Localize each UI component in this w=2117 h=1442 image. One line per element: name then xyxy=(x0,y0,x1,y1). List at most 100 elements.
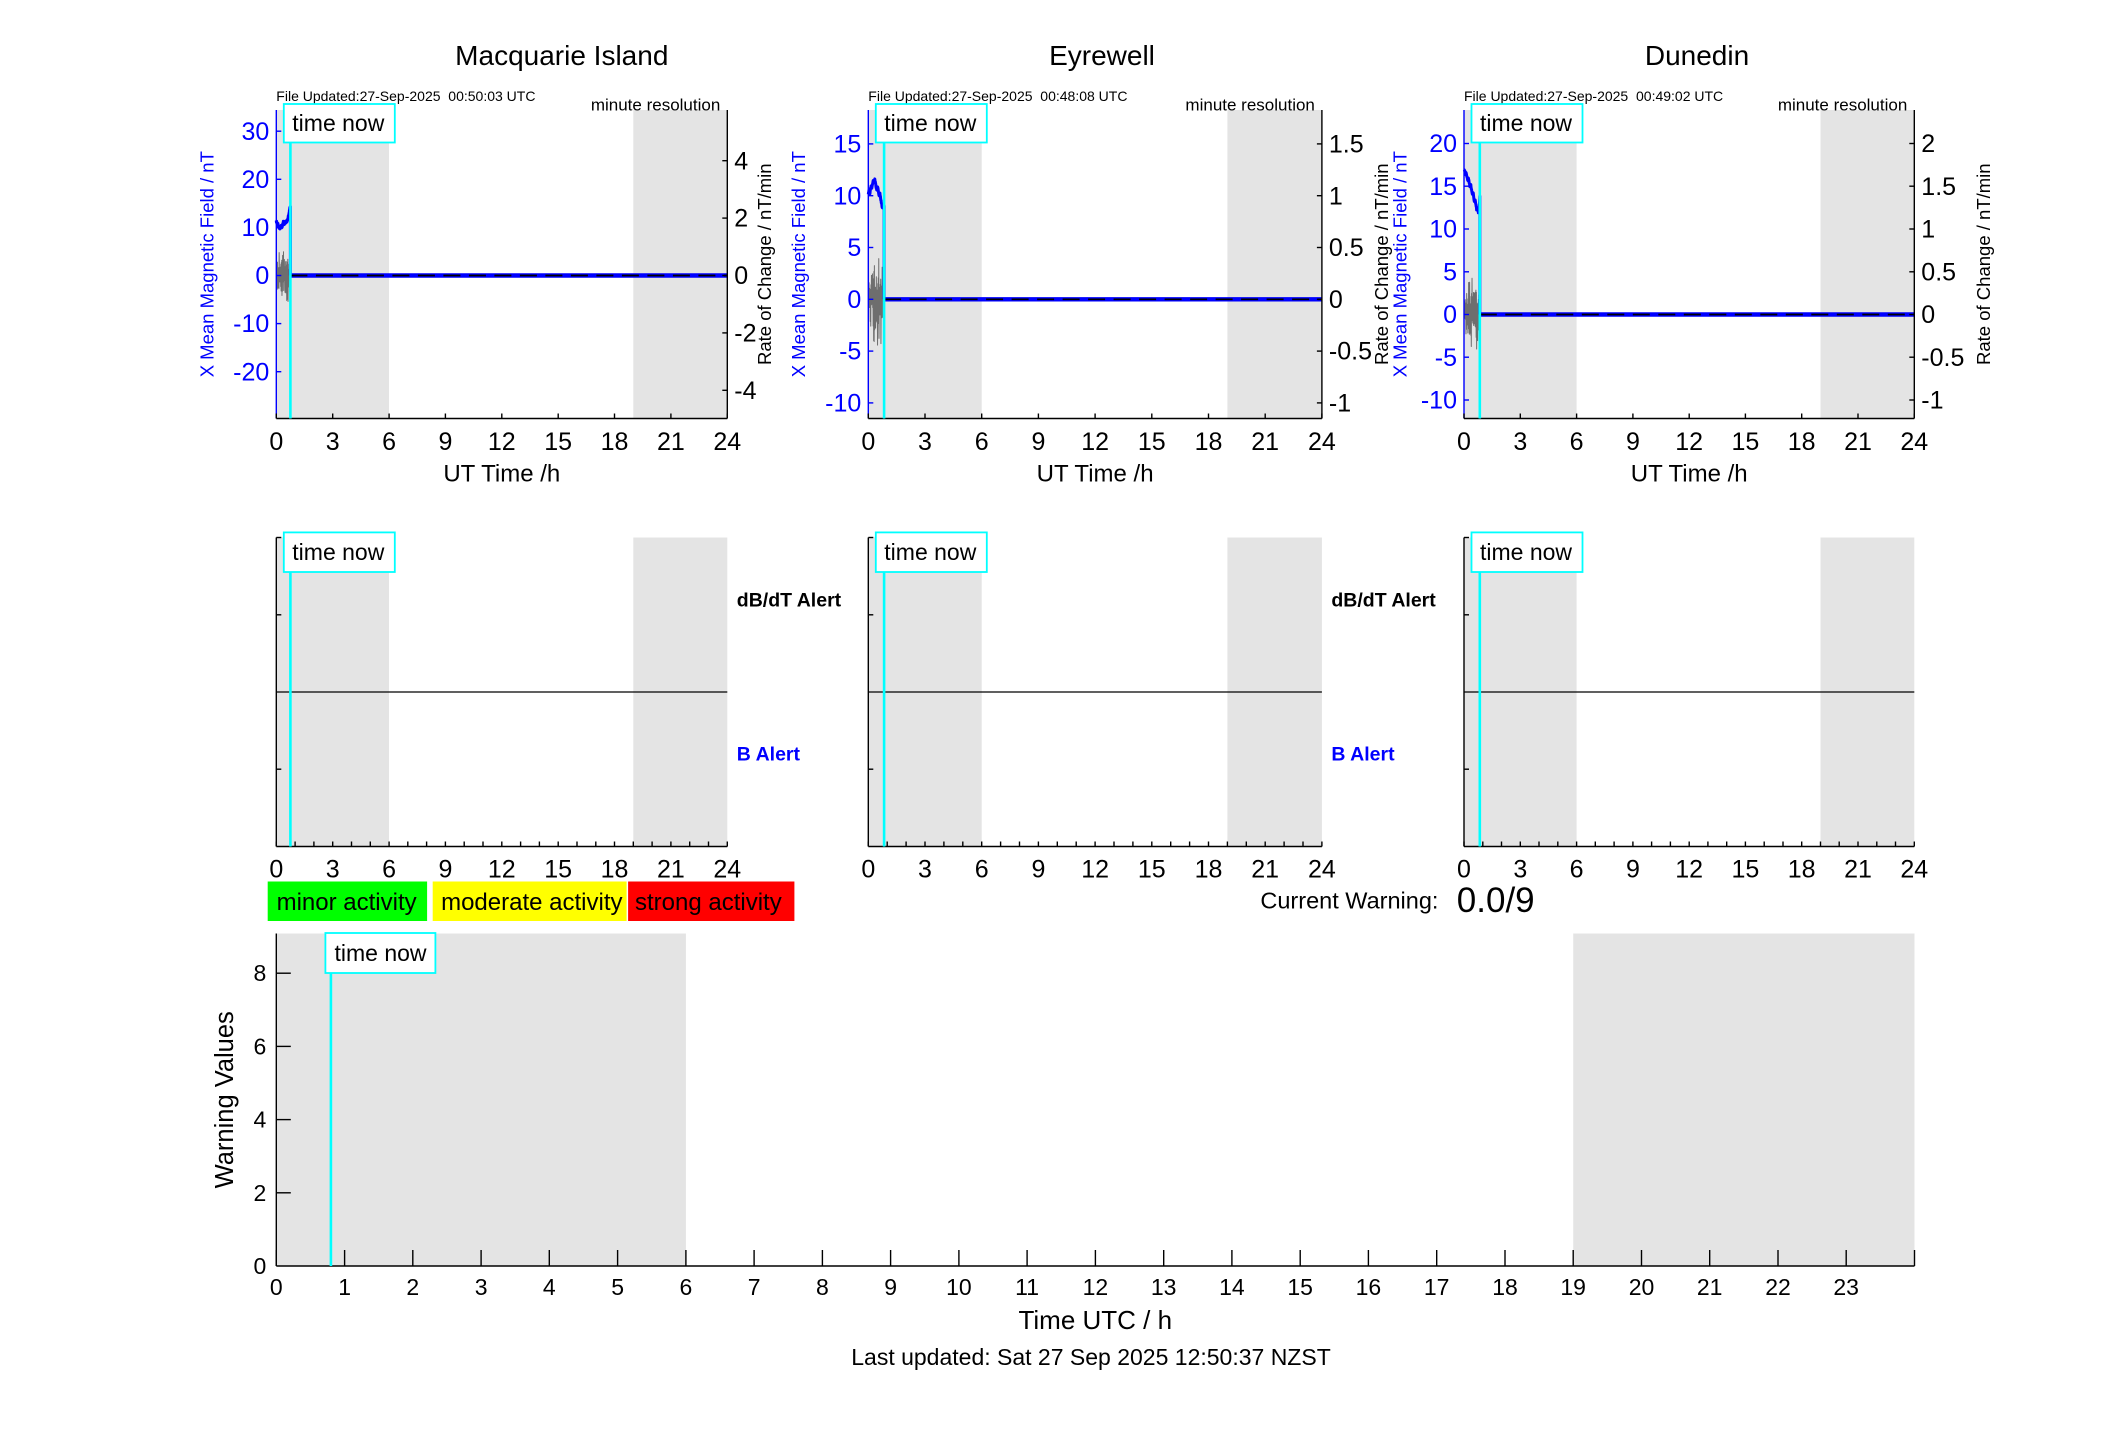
svg-text:0: 0 xyxy=(1457,856,1471,884)
svg-text:10: 10 xyxy=(1429,216,1457,244)
svg-text:1.5: 1.5 xyxy=(1921,173,1956,201)
svg-text:3: 3 xyxy=(918,428,932,456)
svg-text:6: 6 xyxy=(975,428,989,456)
svg-text:time now: time now xyxy=(335,940,427,966)
svg-text:12: 12 xyxy=(1083,1274,1109,1300)
svg-text:8: 8 xyxy=(816,1274,829,1300)
svg-text:B Alert: B Alert xyxy=(737,743,801,765)
svg-text:time now: time now xyxy=(1480,539,1572,565)
svg-text:0: 0 xyxy=(1329,286,1343,314)
svg-text:B Alert: B Alert xyxy=(1331,743,1395,765)
svg-text:0.5: 0.5 xyxy=(1921,258,1956,286)
svg-text:15: 15 xyxy=(1138,856,1166,884)
svg-text:3: 3 xyxy=(1513,428,1527,456)
svg-text:20: 20 xyxy=(241,166,269,194)
svg-text:18: 18 xyxy=(1492,1274,1518,1300)
svg-text:Rate of Change / nT/min: Rate of Change / nT/min xyxy=(754,163,775,365)
svg-text:5: 5 xyxy=(611,1274,624,1300)
svg-text:minor activity: minor activity xyxy=(277,889,417,916)
svg-text:21: 21 xyxy=(1697,1274,1723,1300)
svg-text:time now: time now xyxy=(292,110,384,136)
svg-text:0: 0 xyxy=(255,262,269,290)
svg-text:15: 15 xyxy=(1429,173,1457,201)
svg-text:24: 24 xyxy=(1900,856,1928,884)
svg-text:24: 24 xyxy=(1308,428,1336,456)
svg-text:-1: -1 xyxy=(1921,387,1943,415)
svg-text:X Mean Magnetic Field / nT: X Mean Magnetic Field / nT xyxy=(1390,151,1411,377)
svg-text:UT Time /h: UT Time /h xyxy=(1631,461,1748,488)
svg-text:4: 4 xyxy=(543,1274,556,1300)
svg-text:15: 15 xyxy=(833,131,861,159)
svg-text:-2: -2 xyxy=(734,320,756,348)
svg-text:12: 12 xyxy=(1081,428,1109,456)
svg-text:dB/dT Alert: dB/dT Alert xyxy=(737,590,842,612)
svg-text:21: 21 xyxy=(1844,856,1872,884)
svg-text:15: 15 xyxy=(544,856,572,884)
svg-text:15: 15 xyxy=(1731,856,1759,884)
svg-text:30: 30 xyxy=(241,118,269,146)
svg-text:Eyrewell: Eyrewell xyxy=(1049,40,1155,71)
svg-text:Rate of Change / nT/min: Rate of Change / nT/min xyxy=(1371,163,1392,365)
svg-text:File Updated:27-Sep-2025 00:5: File Updated:27-Sep-2025 00:50:03 UTC xyxy=(276,88,535,104)
svg-text:0: 0 xyxy=(1443,301,1457,329)
svg-text:-10: -10 xyxy=(825,390,861,418)
svg-text:8: 8 xyxy=(254,960,267,986)
svg-text:0: 0 xyxy=(269,428,283,456)
svg-text:6: 6 xyxy=(382,856,396,884)
svg-text:20: 20 xyxy=(1629,1274,1655,1300)
svg-text:21: 21 xyxy=(657,428,685,456)
svg-text:6: 6 xyxy=(975,856,989,884)
svg-text:3: 3 xyxy=(326,428,340,456)
svg-text:9: 9 xyxy=(1031,428,1045,456)
svg-text:3: 3 xyxy=(1513,856,1527,884)
svg-text:18: 18 xyxy=(601,428,629,456)
svg-text:minute resolution: minute resolution xyxy=(1778,96,1907,115)
svg-text:moderate activity: moderate activity xyxy=(441,889,622,916)
svg-text:-10: -10 xyxy=(233,310,269,338)
svg-text:2: 2 xyxy=(406,1274,419,1300)
svg-text:Time UTC / h: Time UTC / h xyxy=(1018,1305,1172,1335)
svg-text:9: 9 xyxy=(1626,856,1640,884)
svg-text:4: 4 xyxy=(254,1107,267,1133)
svg-text:17: 17 xyxy=(1424,1274,1450,1300)
svg-text:1: 1 xyxy=(1921,216,1935,244)
svg-text:X Mean Magnetic Field / nT: X Mean Magnetic Field / nT xyxy=(788,151,809,377)
svg-text:UT Time /h: UT Time /h xyxy=(443,461,560,488)
svg-text:11: 11 xyxy=(1015,1274,1039,1300)
svg-text:UT Time /h: UT Time /h xyxy=(1037,461,1154,488)
svg-text:minute resolution: minute resolution xyxy=(1185,96,1314,115)
svg-text:24: 24 xyxy=(1308,856,1336,884)
svg-text:21: 21 xyxy=(1251,428,1279,456)
svg-text:6: 6 xyxy=(254,1033,267,1059)
svg-text:22: 22 xyxy=(1765,1274,1791,1300)
svg-text:10: 10 xyxy=(946,1274,972,1300)
svg-text:-10: -10 xyxy=(1421,387,1457,415)
svg-text:-5: -5 xyxy=(839,338,861,366)
svg-text:15: 15 xyxy=(1287,1274,1313,1300)
svg-text:18: 18 xyxy=(1195,428,1223,456)
svg-text:Warning Values: Warning Values xyxy=(211,1011,239,1188)
svg-text:0: 0 xyxy=(269,856,283,884)
svg-text:Current Warning:: Current Warning: xyxy=(1260,888,1438,914)
svg-text:12: 12 xyxy=(1675,428,1703,456)
svg-text:19: 19 xyxy=(1560,1274,1586,1300)
svg-text:9: 9 xyxy=(1031,856,1045,884)
svg-text:strong activity: strong activity xyxy=(635,889,782,916)
svg-text:1.5: 1.5 xyxy=(1329,131,1364,159)
svg-text:18: 18 xyxy=(1788,856,1816,884)
svg-text:18: 18 xyxy=(601,856,629,884)
svg-text:0: 0 xyxy=(861,856,875,884)
svg-text:time now: time now xyxy=(884,539,976,565)
svg-text:9: 9 xyxy=(884,1274,897,1300)
svg-text:18: 18 xyxy=(1788,428,1816,456)
svg-text:-0.5: -0.5 xyxy=(1329,338,1372,366)
svg-text:16: 16 xyxy=(1356,1274,1382,1300)
svg-text:9: 9 xyxy=(438,428,452,456)
svg-text:9: 9 xyxy=(438,856,452,884)
svg-text:0.0/9: 0.0/9 xyxy=(1457,881,1535,920)
svg-text:14: 14 xyxy=(1219,1274,1245,1300)
svg-text:2: 2 xyxy=(1921,130,1935,158)
svg-text:Macquarie Island: Macquarie Island xyxy=(455,40,668,71)
svg-text:13: 13 xyxy=(1151,1274,1177,1300)
svg-text:-1: -1 xyxy=(1329,390,1351,418)
